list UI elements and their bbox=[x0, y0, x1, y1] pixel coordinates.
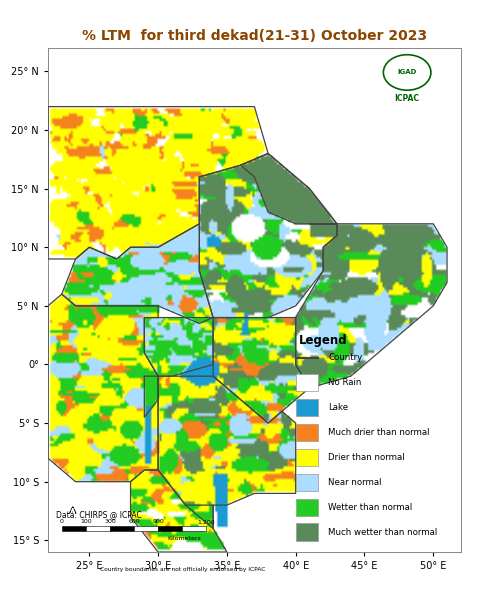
Bar bbox=[296, 424, 318, 441]
Bar bbox=[296, 499, 318, 516]
Text: Country: Country bbox=[328, 353, 362, 362]
Bar bbox=[296, 449, 318, 466]
Bar bbox=[182, 526, 206, 531]
Text: 900: 900 bbox=[152, 520, 164, 524]
Text: Country boundaries are not officially endorsed by ICPAC: Country boundaries are not officially en… bbox=[100, 567, 265, 572]
Text: Much drier than normal: Much drier than normal bbox=[328, 428, 430, 437]
Text: Much wetter than normal: Much wetter than normal bbox=[328, 527, 437, 536]
Text: Lake: Lake bbox=[328, 403, 348, 412]
Text: No Rain: No Rain bbox=[328, 378, 361, 387]
Text: Kilometers: Kilometers bbox=[168, 536, 202, 541]
Bar bbox=[296, 399, 318, 416]
Text: Drier than normal: Drier than normal bbox=[328, 453, 405, 462]
Text: 300: 300 bbox=[104, 520, 116, 524]
Text: Near normal: Near normal bbox=[328, 478, 382, 487]
Bar bbox=[86, 526, 110, 531]
Text: Wetter than normal: Wetter than normal bbox=[328, 503, 412, 512]
Text: ICPAC: ICPAC bbox=[395, 94, 420, 103]
Text: 100: 100 bbox=[80, 520, 92, 524]
Text: IGAD: IGAD bbox=[397, 70, 417, 76]
Bar bbox=[296, 523, 318, 541]
Text: 1,200: 1,200 bbox=[197, 520, 215, 524]
Bar bbox=[110, 526, 134, 531]
Text: Data: CHIRPS @ ICPAC: Data: CHIRPS @ ICPAC bbox=[56, 510, 142, 519]
Bar bbox=[158, 526, 182, 531]
Text: 600: 600 bbox=[128, 520, 140, 524]
Bar bbox=[296, 473, 318, 491]
Bar bbox=[134, 526, 158, 531]
Title: % LTM  for third dekad(21-31) October 2023: % LTM for third dekad(21-31) October 202… bbox=[82, 29, 427, 43]
Text: Legend: Legend bbox=[299, 334, 348, 347]
Text: 0: 0 bbox=[60, 520, 64, 524]
Bar bbox=[296, 374, 318, 391]
Bar bbox=[62, 526, 86, 531]
